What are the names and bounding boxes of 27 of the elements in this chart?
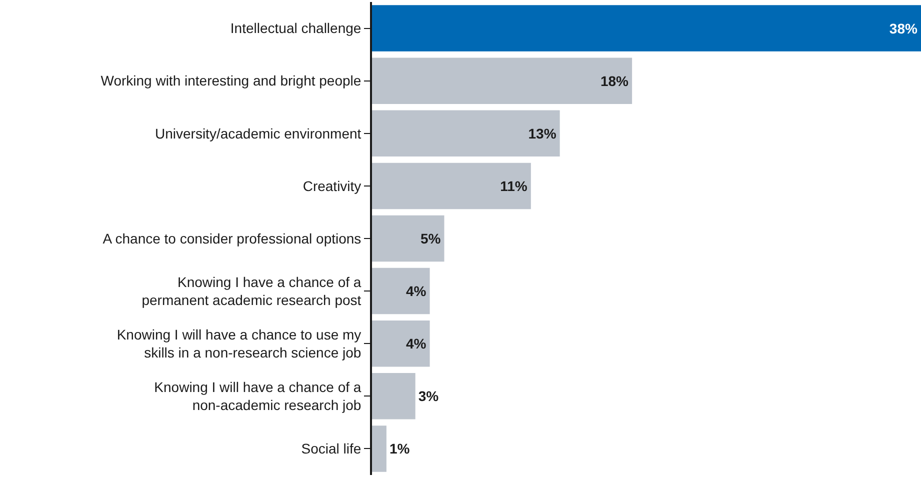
y-tick-label: Social life [301, 440, 362, 457]
data-label: 4% [406, 283, 427, 300]
data-label: 4% [406, 336, 427, 352]
y-tick-label: A chance to consider professional options [102, 230, 362, 246]
bar [372, 268, 430, 314]
data-label: 5% [420, 230, 442, 246]
bar [372, 373, 416, 420]
bar [372, 426, 386, 472]
y-tick-label: University/academic environment [154, 125, 362, 142]
bar [372, 5, 921, 52]
data-label: 18% [600, 72, 630, 89]
bar [372, 110, 560, 157]
y-tick-label: Intellectual challenge [230, 20, 362, 36]
y-tick-label: Working with interesting and bright people [100, 72, 362, 89]
data-label: 1% [389, 440, 410, 457]
bar [372, 320, 430, 367]
y-tick-label: Knowing I have a chance of a permanent academic research post [142, 274, 362, 308]
data-label: 13% [528, 125, 557, 142]
y-tick-label: Creativity [302, 178, 362, 194]
data-label: 38% [889, 20, 918, 36]
data-label: 11% [500, 178, 528, 194]
y-tick-label: Knowing I will have a chance of a non-academic research job [154, 378, 362, 414]
y-tick-label: Knowing I will have a chance to use my skills in a non-research science job [116, 326, 362, 361]
data-label: 3% [418, 388, 440, 404]
bar [372, 58, 632, 104]
bar [372, 215, 444, 262]
bar [372, 162, 531, 210]
